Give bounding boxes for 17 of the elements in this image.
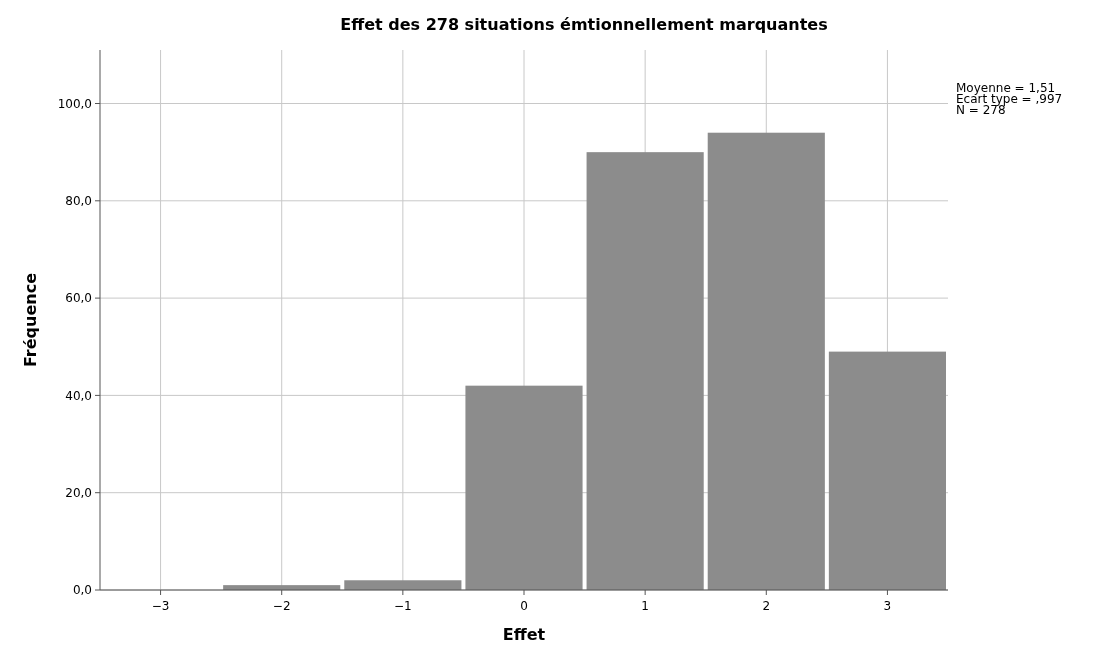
y-tick-label: 20,0	[65, 485, 92, 500]
x-tick-label: 1	[641, 599, 649, 613]
y-tick-label: 100,0	[57, 96, 92, 111]
x-tick-label: 3	[883, 599, 892, 613]
x-tick-label: −1	[394, 599, 412, 613]
text: Moyenne = 1,51	[956, 80, 1056, 95]
y-tick-label: 0,0	[72, 583, 92, 598]
y-tick-label: 80,0	[65, 194, 92, 209]
x-axis-title: Effet	[502, 625, 546, 644]
y-tick-label: 40,0	[65, 388, 92, 403]
x-tick-label: −3	[151, 599, 170, 613]
x-tick-label: −2	[272, 599, 291, 613]
chart-title: Effet des 278 situations émtionnellement marquantes	[340, 15, 828, 34]
y-tick-label: 60,0	[65, 291, 92, 306]
x-tick-label: 2	[762, 599, 771, 613]
x-tick-label: 0	[520, 599, 528, 613]
y-axis-title: Fréquence	[21, 272, 40, 368]
